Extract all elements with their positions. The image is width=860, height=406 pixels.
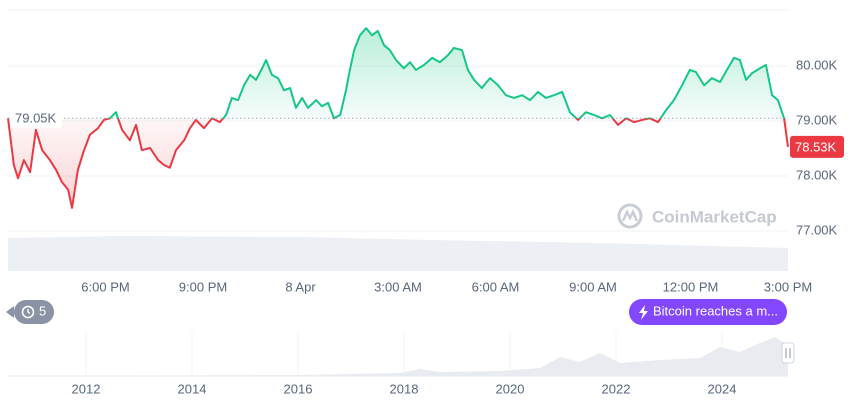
last-price-box bbox=[790, 135, 844, 158]
x-tick-label: 3:00 AM bbox=[374, 279, 422, 294]
y-tick-label: 80.00K bbox=[796, 58, 838, 73]
y-tick-label: 77.00K bbox=[796, 222, 838, 237]
x-tick-label: 9:00 AM bbox=[569, 279, 617, 294]
x-tick-label: 12:00 PM bbox=[663, 279, 719, 294]
price-line bbox=[7, 27, 789, 209]
navigator-year-label: 2020 bbox=[496, 381, 525, 396]
y-tick-label: 78.00K bbox=[796, 167, 838, 182]
navigator-year-label: 2012 bbox=[72, 381, 101, 396]
x-tick-label: 6:00 PM bbox=[81, 279, 129, 294]
navigator-year-label: 2022 bbox=[602, 381, 631, 396]
navigator-year-label: 2018 bbox=[390, 381, 419, 396]
x-tick-label: 3:00 PM bbox=[764, 279, 812, 294]
x-tick-label: 8 Apr bbox=[285, 279, 316, 294]
navigator-year-label: 2016 bbox=[284, 381, 313, 396]
y-tick-label: 79.00K bbox=[796, 112, 838, 127]
navigator-year-label: 2024 bbox=[708, 381, 737, 396]
navigator bbox=[8, 332, 795, 377]
event-text[interactable]: Bitcoin reaches a m... bbox=[653, 303, 778, 318]
watermark: CoinMarketCap bbox=[617, 203, 777, 229]
event-button[interactable]: Bitcoin reaches a m... bbox=[629, 299, 787, 325]
history-badge[interactable]: 5 bbox=[6, 300, 54, 324]
watermark-text: CoinMarketCap bbox=[652, 207, 777, 226]
history-count[interactable]: 5 bbox=[39, 303, 46, 318]
x-tick-label: 6:00 AM bbox=[472, 279, 520, 294]
navigator-year-label: 2014 bbox=[178, 381, 207, 396]
baseline-label: 79.05K bbox=[15, 111, 57, 126]
volume-band bbox=[8, 236, 788, 271]
x-tick-label: 9:00 PM bbox=[179, 279, 227, 294]
price-area bbox=[8, 28, 788, 208]
baseline-label-box bbox=[10, 108, 62, 129]
last-price-label: 78.53K bbox=[795, 139, 837, 154]
